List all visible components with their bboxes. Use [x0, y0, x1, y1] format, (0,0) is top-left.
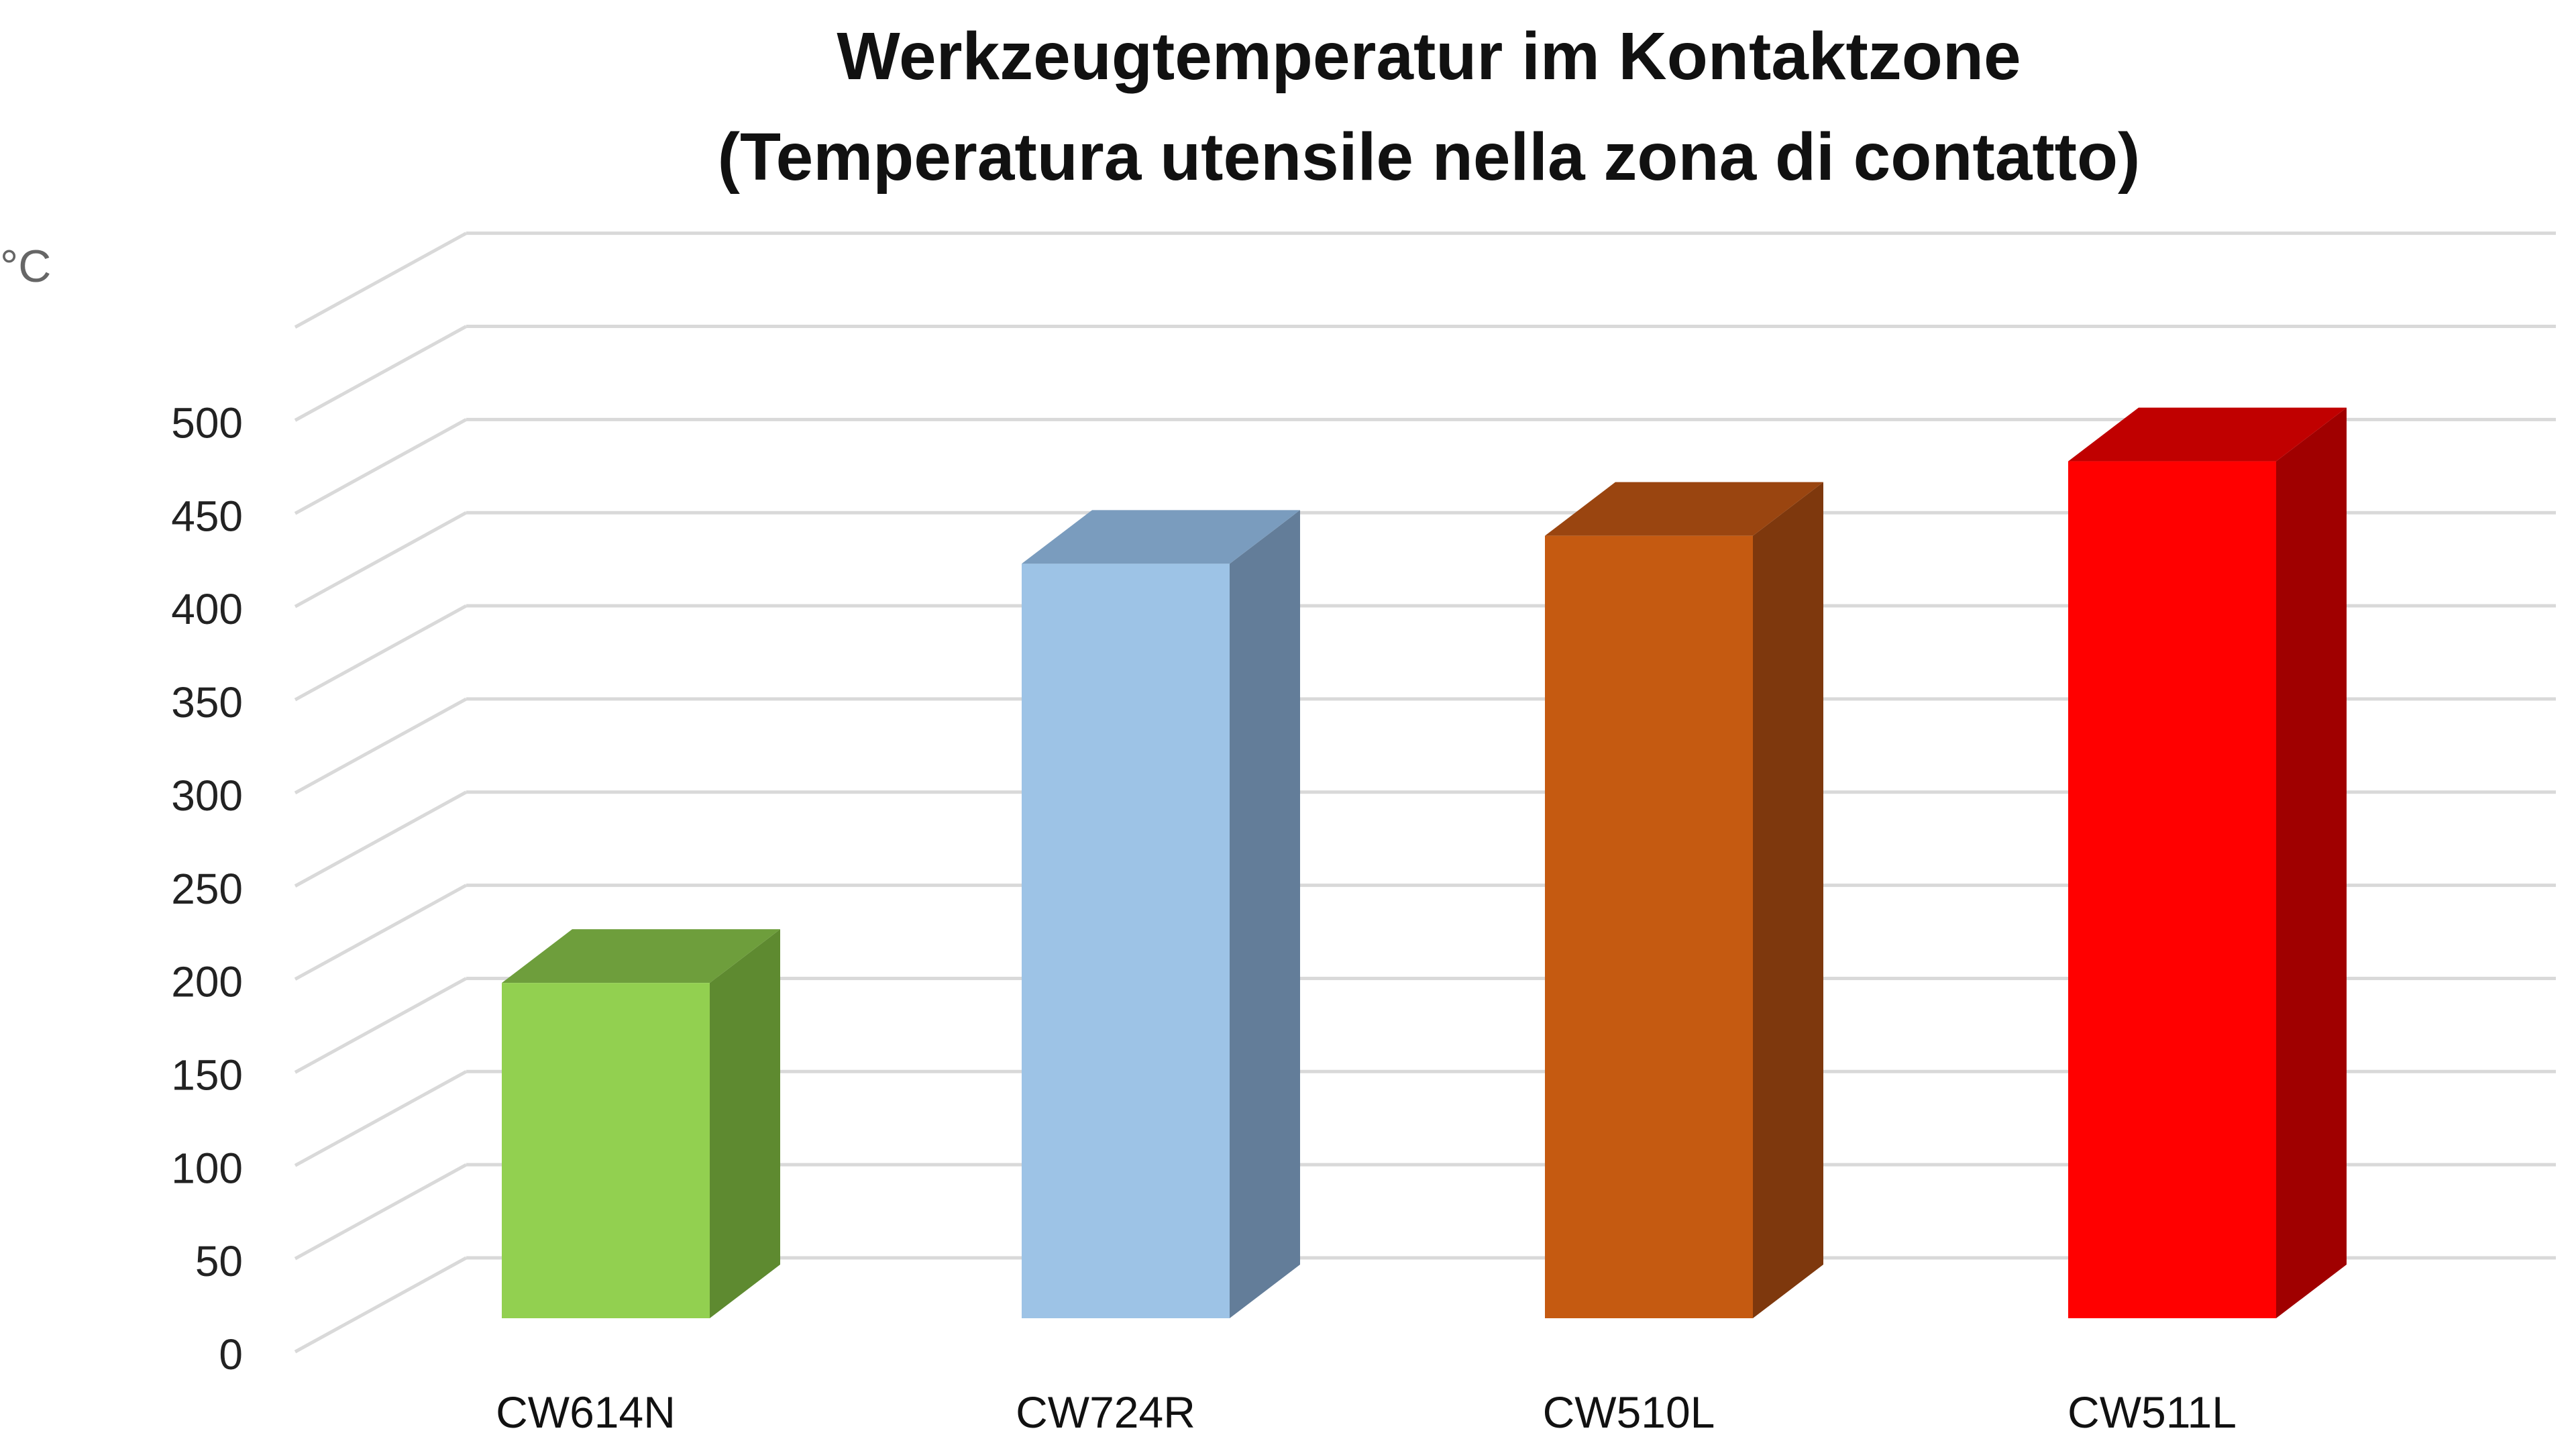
- gridline-depth-400: [294, 511, 468, 608]
- gridline-depth-250: [294, 790, 468, 888]
- y-tick-label: 0: [219, 1330, 243, 1379]
- gridline-depth-100: [294, 1070, 468, 1167]
- bar-side-face: [710, 929, 780, 1318]
- bar-front-face: [1022, 564, 1230, 1319]
- y-tick-label: 350: [171, 678, 243, 727]
- gridline-depth-150: [294, 977, 468, 1074]
- bar-side-face: [1753, 482, 1823, 1319]
- y-tick-label: 100: [171, 1144, 243, 1192]
- x-category-label: CW511L: [2068, 1387, 2237, 1437]
- bar-cw510l: [1545, 482, 1823, 1319]
- bar-top-face: [502, 929, 780, 983]
- bar-cw724r: [1022, 510, 1300, 1319]
- gridline-depth-300: [294, 697, 468, 795]
- bar-front-face: [1545, 535, 1753, 1319]
- bar-cw614n: [502, 929, 780, 1318]
- y-axis-unit: °C: [0, 241, 51, 292]
- chart-subtitle: (Temperatura utensile nella zona di cont…: [718, 119, 2141, 195]
- y-axis-ticks: 0 50 100 150 200 250 300 350 400 450 500: [171, 399, 243, 1379]
- x-category-label: CW510L: [1543, 1387, 1715, 1437]
- x-category-label: CW724R: [1016, 1387, 1195, 1437]
- bar-side-face: [1230, 510, 1300, 1319]
- y-tick-label: 200: [171, 958, 243, 1006]
- gridline-depth-350: [294, 604, 468, 702]
- bar-top-face: [1022, 510, 1300, 564]
- gridline-depth-0: [294, 1256, 468, 1354]
- bar-front-face: [502, 983, 710, 1318]
- gridline-depth-50: [294, 1163, 468, 1261]
- y-tick-label: 450: [171, 492, 243, 540]
- gridline-depth-200: [294, 884, 468, 981]
- y-tick-label: 500: [171, 399, 243, 447]
- chart-title: Werkzeugtemperatur im Kontaktzone: [837, 19, 2021, 94]
- x-axis-labels: CW614N CW724R CW510L CW511L: [496, 1387, 2237, 1437]
- y-tick-label: 250: [171, 865, 243, 913]
- bar-top-face: [2068, 407, 2347, 462]
- y-tick-label: 50: [195, 1237, 243, 1285]
- bars: [502, 407, 2347, 1319]
- gridline-depth-500: [294, 325, 468, 422]
- bar-top-face: [1545, 482, 1823, 536]
- bar-side-face: [2276, 407, 2347, 1318]
- x-category-label: CW614N: [496, 1387, 676, 1437]
- gridline-depth-450: [294, 418, 468, 515]
- bar-front-face: [2068, 461, 2276, 1318]
- y-tick-label: 400: [171, 585, 243, 633]
- gridline-depth-550: [294, 231, 468, 329]
- bar-cw511l: [2068, 407, 2347, 1318]
- y-tick-label: 150: [171, 1051, 243, 1099]
- y-tick-label: 300: [171, 771, 243, 820]
